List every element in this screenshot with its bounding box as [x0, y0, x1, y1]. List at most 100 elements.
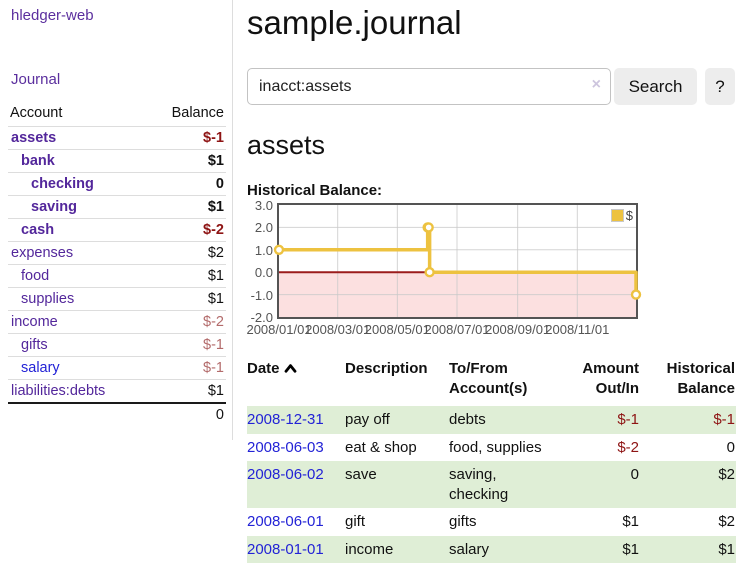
account-link[interactable]: gifts [21, 337, 48, 353]
account-balance: $1 [146, 379, 226, 403]
account-link[interactable]: liabilities:debts [11, 383, 106, 399]
transaction-description: income [345, 540, 394, 558]
transaction-date-cell: 2008-06-01 [247, 508, 345, 536]
transaction-amount: $1 [622, 513, 639, 530]
account-row: saving $1 [8, 195, 226, 219]
account-balance: $1 [146, 287, 226, 311]
x-axis-label: 2008/09/01 [485, 322, 551, 337]
transaction-description: gift [345, 513, 366, 530]
register-header-description[interactable]: Description [345, 360, 428, 377]
account-balance: $-1 [146, 126, 226, 150]
account-row: cash $-2 [8, 218, 226, 242]
transaction-row: 2008-01-01 income salary $1 $1 [247, 535, 736, 564]
app-brand[interactable]: hledger-web [11, 7, 94, 24]
account-heading: assets [247, 130, 326, 160]
chart-plot-area[interactable]: $ [273, 203, 642, 319]
account-row: salary $-1 [8, 356, 226, 380]
x-axis-label: 2008/03/01 [305, 322, 371, 337]
x-axis-label: 2008/11/01 [545, 322, 610, 337]
y-axis-label: -2.0 [250, 310, 273, 325]
transaction-row: 2008-06-03 eat & shop food, supplies $-2 0 [247, 434, 736, 462]
legend-swatch-icon [610, 209, 624, 222]
sidebar-item-journal[interactable]: Journal [11, 71, 61, 88]
transaction-balance: 0 [726, 438, 735, 456]
transaction-date-link[interactable]: 2008-12-31 [247, 411, 324, 428]
transaction-date-cell: 2008-12-31 [247, 406, 345, 434]
account-row: gifts $-1 [8, 333, 226, 357]
historical-balance-chart[interactable]: $ 3.0 2.0 1.0 0.0 -1.0 -2.0 2008/01/01 2008/03/… [246, 198, 736, 345]
x-axis-label: 2008/05/01 [364, 322, 430, 337]
account-link[interactable]: supplies [21, 291, 75, 307]
accounts-header-balance: Balance [171, 105, 224, 121]
y-axis-label: 1.0 [254, 242, 273, 258]
search-button[interactable]: Search [614, 68, 697, 105]
clear-search-icon[interactable]: × [591, 76, 601, 93]
register-header-amount[interactable]: Amount Out/In [582, 360, 639, 397]
register-header-date[interactable]: Date [247, 357, 345, 406]
transaction-date-cell: 2008-01-01 [247, 536, 345, 564]
transaction-row: 2008-06-01 gift gifts $1 $2 [247, 508, 736, 536]
transaction-date-link[interactable]: 2008-01-01 [247, 540, 324, 558]
register-header-date-label: Date [247, 360, 280, 377]
search-bar: × Search ? [247, 68, 736, 105]
account-link[interactable]: salary [21, 360, 60, 376]
account-balance: 0 [146, 172, 226, 196]
legend-label: $ [625, 208, 633, 223]
register-header-row: Date Description To/From Account(s) Amou… [247, 357, 736, 406]
account-link[interactable]: food [21, 268, 50, 284]
transaction-balance: $-1 [713, 411, 735, 428]
account-balance: $1 [146, 264, 226, 288]
account-balance: $1 [146, 149, 226, 173]
account-link[interactable]: checking [31, 176, 94, 192]
page-title: sample.journal [247, 4, 462, 41]
account-link[interactable]: income [11, 314, 58, 330]
y-axis-label: 0.0 [254, 265, 273, 281]
account-balance: $-1 [146, 356, 226, 380]
x-axis-label: 2008/07/01 [424, 322, 490, 337]
help-button[interactable]: ? [705, 68, 735, 105]
search-box: × [247, 68, 611, 105]
account-balance: $1 [146, 195, 226, 219]
transaction-date-link[interactable]: 2008-06-01 [247, 513, 324, 530]
transaction-amount: $1 [622, 540, 639, 558]
account-row: income $-2 [8, 310, 226, 334]
transaction-amount: 0 [630, 466, 639, 483]
transaction-accounts: food, supplies [449, 438, 542, 456]
account-balance: $-1 [146, 333, 226, 357]
main-content: sample.journal × Search ? assets Histori… [246, 0, 736, 563]
transaction-date-link[interactable]: 2008-06-03 [247, 438, 324, 456]
y-axis-label: -1.0 [250, 287, 273, 303]
accounts-header-row: Account Balance [8, 102, 226, 127]
account-link[interactable]: saving [31, 199, 77, 215]
transaction-date-cell: 2008-06-03 [247, 434, 345, 462]
account-row: bank $1 [8, 149, 226, 173]
transaction-accounts: salary [449, 540, 490, 558]
account-link[interactable]: assets [11, 130, 57, 146]
y-axis-label: 2.0 [254, 220, 273, 236]
accounts-table: Account Balance assets $-1 bank $1 checking 0… [8, 102, 226, 426]
account-link[interactable]: cash [21, 222, 55, 238]
account-link[interactable]: expenses [11, 245, 74, 261]
transaction-balance: $2 [718, 466, 735, 483]
account-row: expenses $2 [8, 241, 226, 265]
transaction-date-link[interactable]: 2008-06-02 [247, 466, 324, 483]
transaction-balance: $2 [718, 513, 735, 530]
chart-legend: $ [609, 208, 634, 223]
account-row: assets $-1 [8, 126, 226, 150]
sort-ascending-icon[interactable] [284, 363, 297, 373]
account-balance: $-2 [146, 218, 226, 242]
account-balance: $2 [146, 241, 226, 265]
y-axis-label: 3.0 [254, 198, 273, 213]
chart-title: Historical Balance: [247, 182, 383, 199]
transaction-accounts: gifts [449, 513, 477, 530]
register-table: Date Description To/From Account(s) Amou… [247, 357, 736, 563]
account-balance: $-2 [146, 310, 226, 334]
account-row: food $1 [8, 264, 226, 288]
transaction-accounts: debts [449, 411, 486, 428]
sidebar: hledger-web Journal Account Balance asse… [0, 0, 233, 440]
accounts-total-row: 0 [8, 402, 226, 426]
account-link[interactable]: bank [21, 153, 55, 169]
register-header-balance[interactable]: Historical Balance [666, 360, 735, 397]
search-input[interactable] [247, 68, 611, 105]
register-header-accounts[interactable]: To/From Account(s) [449, 360, 528, 397]
